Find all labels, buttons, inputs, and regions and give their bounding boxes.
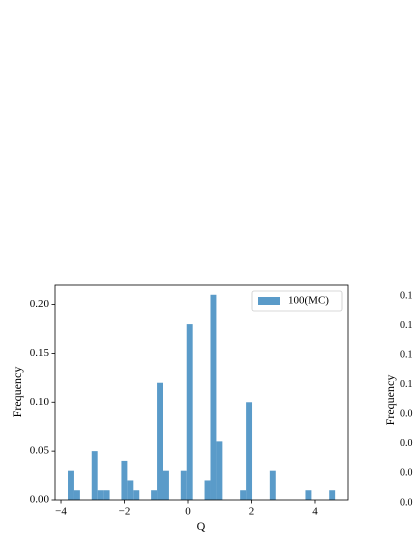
legend-swatch: [258, 297, 280, 305]
bar: [127, 480, 134, 500]
axes-frame: [54, 284, 349, 501]
x-tick-label: 2: [249, 506, 255, 518]
clipped-y-axis-label: Frequency: [383, 375, 397, 426]
bar: [121, 460, 128, 500]
y-tick-label: 0.15: [30, 347, 50, 359]
bar: [68, 470, 74, 500]
bar: [133, 490, 140, 500]
clipped-y-tick-label: 0.1: [400, 290, 413, 301]
y-tick-label: 0.05: [30, 445, 50, 457]
clipped-y-tick-label: 0.1: [400, 320, 413, 331]
y-tick-label: 0.20: [30, 298, 50, 310]
legend-box: [251, 290, 343, 312]
bar: [210, 294, 217, 500]
legend-label: 100(MC): [288, 295, 329, 307]
x-tick-label: −2: [119, 506, 131, 518]
clipped-y-tick-label: 0.0: [400, 497, 413, 508]
bar: [157, 382, 163, 500]
bar: [180, 470, 187, 500]
bar: [162, 470, 169, 500]
bar: [305, 490, 312, 500]
x-tick-label: 4: [312, 506, 318, 518]
bar: [186, 324, 193, 500]
bar: [204, 480, 211, 500]
y-axis-label: Frequency: [10, 367, 24, 418]
clipped-y-tick-label: 0.1: [400, 349, 413, 360]
x-tick-label: 0: [185, 506, 191, 518]
bar: [73, 490, 80, 500]
clipped-y-tick-label: 0.1: [400, 379, 413, 390]
bar: [240, 490, 247, 500]
clipped-y-tick-label: 0.0: [400, 409, 413, 420]
bar: [91, 451, 98, 500]
bar: [103, 490, 110, 500]
bar: [269, 470, 276, 500]
bar: [97, 490, 104, 500]
bar: [216, 441, 223, 500]
bar: [246, 402, 253, 500]
y-tick-label: 0.10: [30, 396, 50, 408]
clipped-y-tick-label: 0.0: [400, 438, 413, 449]
x-axis-label: Q: [197, 519, 206, 533]
bar: [329, 490, 336, 500]
bar: [151, 490, 158, 500]
y-tick-label: 0.00: [30, 494, 50, 506]
x-tick-label: −4: [55, 506, 67, 518]
clipped-y-tick-label: 0.0: [400, 468, 413, 479]
